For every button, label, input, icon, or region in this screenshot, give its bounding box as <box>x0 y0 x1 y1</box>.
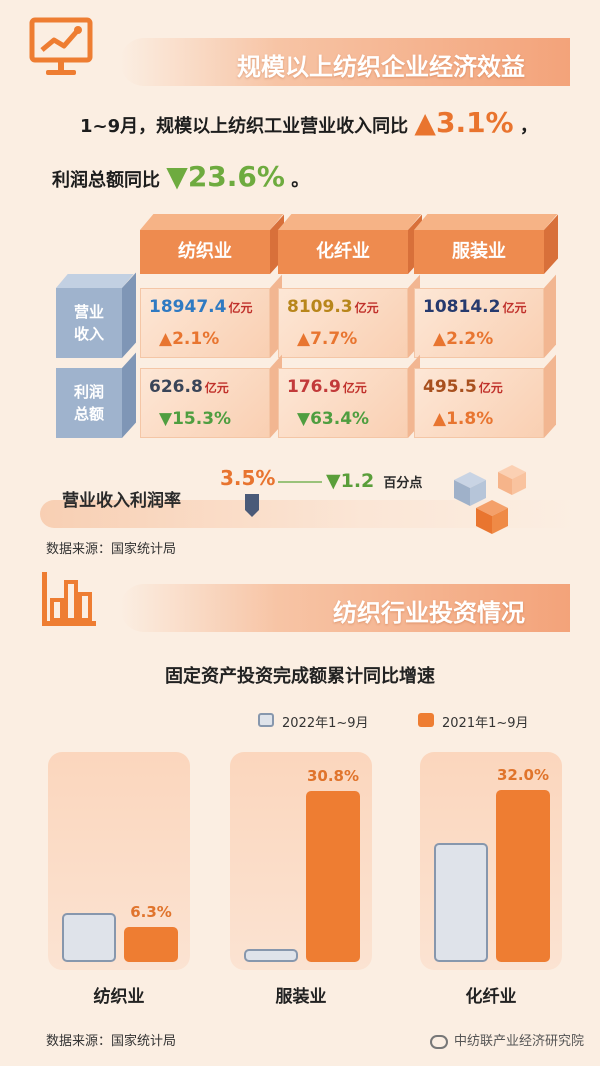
decorative-cubes-icon <box>446 462 536 542</box>
cell-revenue-textile-value: 18947.4 <box>149 297 227 317</box>
cell-side-r1c3 <box>544 274 556 358</box>
wechat-icon <box>429 1034 448 1049</box>
row-label-profit: 利润 总额 <box>56 368 122 438</box>
bar-2021 <box>306 791 360 962</box>
cell-profit-textile: 626.8 亿元 ▼15.3% <box>140 368 270 438</box>
category-label: 化纤业 <box>465 987 517 1007</box>
cell-revenue-textile-change: ▲2.1% <box>159 329 220 349</box>
section1-title: 规模以上纺织企业经济效益 <box>237 53 525 81</box>
row-label-profit-line2: 总额 <box>73 405 104 423</box>
cell-revenue-chemical-fiber-value-wrap: 8109.3 亿元 <box>287 297 379 317</box>
bar-2022 <box>244 949 298 962</box>
row-label-revenue-line2: 收入 <box>73 325 104 343</box>
cell-profit-textile-unit: 亿元 <box>204 381 229 395</box>
bar-2022 <box>434 842 488 962</box>
bar-2021 <box>496 790 550 962</box>
cell-profit-textile-value: 626.8 <box>149 377 203 397</box>
margin-label: 营业收入利润率 <box>62 491 181 511</box>
column-header-top-2 <box>278 214 422 230</box>
monitor-chart-icon <box>28 14 94 80</box>
row-label-profit-line1: 利润 <box>73 383 104 401</box>
profit-growth-value: ▼23.6% <box>166 160 285 193</box>
cell-profit-textile-value-wrap: 626.8 亿元 <box>149 377 229 397</box>
watermark-text: 中纺联产业经济研究院 <box>453 1034 584 1049</box>
cell-profit-chemical-fiber-value-wrap: 176.9 亿元 <box>287 377 367 397</box>
summary-line-2-prefix: 利润总额同比 <box>52 170 160 191</box>
cell-profit-chemical-fiber-change: ▼63.4% <box>297 409 370 429</box>
column-header-chemical-fiber: 化纤业 <box>278 230 408 274</box>
margin-value: 3.5% <box>220 466 276 490</box>
margin-change-unit: 百分点 <box>383 476 423 491</box>
cell-revenue-apparel-value: 10814.2 <box>423 297 501 317</box>
column-header-apparel: 服装业 <box>414 230 544 274</box>
section2-title: 纺织行业投资情况 <box>333 599 525 627</box>
cell-revenue-chemical-fiber-value: 8109.3 <box>287 297 353 317</box>
chart-title: 固定资产投资完成额累计同比增速 <box>165 666 435 687</box>
summary-line-2: 利润总额同比 ▼23.6% 。 <box>52 160 309 193</box>
cell-profit-chemical-fiber-value: 176.9 <box>287 377 341 397</box>
summary-line-1: 1~9月，规模以上纺织工业营业收入同比 ▲3.1% ， <box>80 106 538 139</box>
cell-revenue-apparel-unit: 亿元 <box>502 301 527 315</box>
bar-2021 <box>124 927 178 962</box>
column-header-textile: 纺织业 <box>140 230 270 274</box>
row-label-side-profit <box>122 352 136 438</box>
watermark: 中纺联产业经济研究院 <box>429 1030 584 1049</box>
row-label-revenue-line1: 营业 <box>73 303 104 321</box>
cell-profit-apparel-value-wrap: 495.5 亿元 <box>423 377 503 397</box>
row-label-revenue: 营业 收入 <box>56 288 122 358</box>
bar-2022 <box>62 913 116 962</box>
bar-chart-icon <box>38 568 100 630</box>
cell-revenue-chemical-fiber: 8109.3 亿元 ▲7.7% <box>278 288 408 358</box>
margin-change-value: ▼1.2 <box>326 470 375 492</box>
cell-revenue-chemical-fiber-unit: 亿元 <box>354 301 379 315</box>
cell-revenue-textile-unit: 亿元 <box>228 301 253 315</box>
source-note-1: 数据来源：国家统计局 <box>46 542 177 557</box>
bar-data-label: 30.8% <box>306 767 360 786</box>
margin-arrow-line <box>278 481 322 483</box>
cell-profit-textile-change: ▼15.3% <box>159 409 232 429</box>
column-header-top-3 <box>414 214 558 230</box>
summary-line-2-suffix: 。 <box>291 170 310 191</box>
summary-line-1-suffix: ， <box>519 116 538 137</box>
legend-swatch-2022 <box>258 713 274 727</box>
row-label-side-revenue <box>122 272 136 358</box>
bar-data-label: 6.3% <box>130 903 172 922</box>
legend-label-2022: 2022年1~9月 <box>282 716 369 731</box>
column-header-top-1 <box>140 214 284 230</box>
summary-line-1-prefix: 1~9月，规模以上纺织工业营业收入同比 <box>80 116 409 137</box>
cell-profit-chemical-fiber: 176.9 亿元 ▼63.4% <box>278 368 408 438</box>
margin-marker-icon <box>244 494 260 522</box>
cell-revenue-chemical-fiber-change: ▲7.7% <box>297 329 358 349</box>
cell-revenue-textile: 18947.4 亿元 ▲2.1% <box>140 288 270 358</box>
category-label: 服装业 <box>275 987 327 1007</box>
revenue-growth-value: ▲3.1% <box>414 106 514 139</box>
cell-revenue-apparel-value-wrap: 10814.2 亿元 <box>423 297 526 317</box>
legend-swatch-2021 <box>418 713 434 727</box>
cell-profit-apparel: 495.5 亿元 ▲1.8% <box>414 368 544 438</box>
margin-change: ▼1.2 百分点 <box>326 470 422 492</box>
cell-revenue-apparel-change: ▲2.2% <box>433 329 494 349</box>
cell-revenue-textile-value-wrap: 18947.4 亿元 <box>149 297 252 317</box>
cell-profit-apparel-unit: 亿元 <box>478 381 503 395</box>
cell-profit-apparel-value: 495.5 <box>423 377 477 397</box>
cell-side-r2c3 <box>544 354 556 438</box>
section1-banner: 规模以上纺织企业经济效益 <box>120 38 570 86</box>
category-label: 纺织业 <box>93 987 145 1007</box>
bar-data-label: 32.0% <box>496 766 550 784</box>
legend-label-2021: 2021年1~9月 <box>442 716 529 731</box>
cell-profit-apparel-change: ▲1.8% <box>433 409 494 429</box>
cell-revenue-apparel: 10814.2 亿元 ▲2.2% <box>414 288 544 358</box>
section2-banner: 纺织行业投资情况 <box>120 584 570 632</box>
cell-profit-chemical-fiber-unit: 亿元 <box>342 381 367 395</box>
source-note-2: 数据来源：国家统计局 <box>46 1034 177 1049</box>
